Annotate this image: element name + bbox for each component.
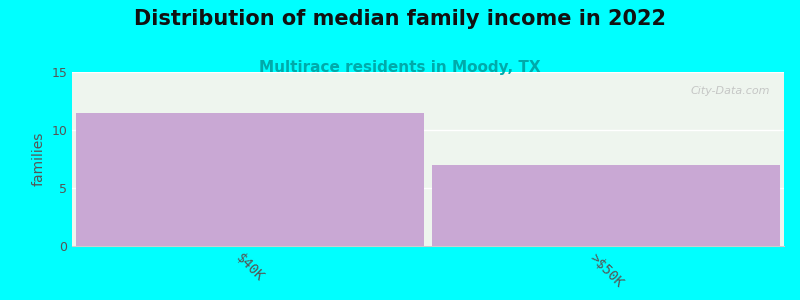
Text: Multirace residents in Moody, TX: Multirace residents in Moody, TX bbox=[259, 60, 541, 75]
Y-axis label: families: families bbox=[32, 132, 46, 186]
Text: Distribution of median family income in 2022: Distribution of median family income in … bbox=[134, 9, 666, 29]
Bar bbox=[75, 112, 425, 246]
Text: City-Data.com: City-Data.com bbox=[690, 86, 770, 96]
Bar bbox=[431, 165, 781, 246]
